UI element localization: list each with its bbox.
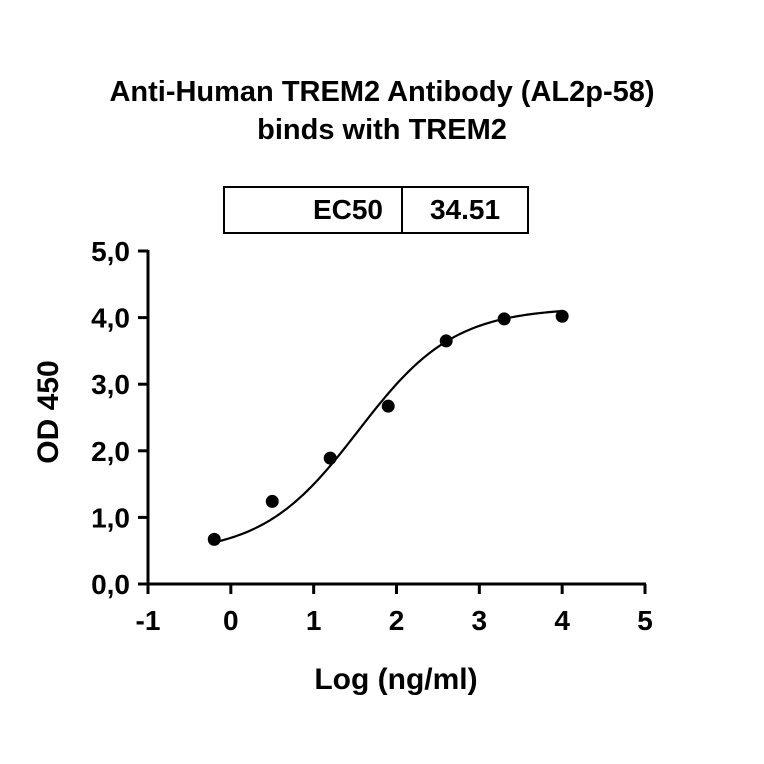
- y-tick-label: 3,0: [91, 369, 130, 400]
- ec50-label: EC50: [225, 188, 403, 232]
- data-point: [381, 399, 395, 413]
- x-axis-label: Log (ng/ml): [314, 663, 477, 696]
- x-tick-label: 4: [554, 605, 570, 636]
- y-axis-label: OD 450: [32, 360, 65, 463]
- data-point: [439, 334, 453, 348]
- fit-curve: [214, 309, 563, 544]
- chart-subtitle: binds with TREM2: [257, 114, 507, 146]
- chart-title: Anti-Human TREM2 Antibody (AL2p-58): [109, 76, 655, 108]
- y-tick-label: 1,0: [91, 502, 130, 533]
- x-tick-label: -1: [136, 605, 161, 636]
- y-tick-label: 5,0: [91, 236, 130, 267]
- data-point: [323, 451, 337, 465]
- ec50-value: 34.51: [429, 194, 501, 225]
- x-tick-label: 1: [306, 605, 322, 636]
- y-tick-label: 0,0: [91, 569, 130, 600]
- x-tick-label: 3: [472, 605, 488, 636]
- data-point: [265, 494, 279, 508]
- y-tick-label: 2,0: [91, 436, 130, 467]
- y-tick-label: 4,0: [91, 303, 130, 334]
- data-point: [555, 309, 569, 323]
- fit-curve-layer: [214, 309, 563, 544]
- x-tick-label: 0: [223, 605, 239, 636]
- data-points-layer: [207, 309, 569, 546]
- x-tick-label: 2: [389, 605, 405, 636]
- data-point: [497, 312, 511, 326]
- x-tick-label: 5: [637, 605, 653, 636]
- ec50-table: EC50 34.51: [223, 186, 529, 234]
- axes: 0,0 1,0 2,0 3,0 4,0 5,0 -1 0 1 2 3 4 5: [91, 236, 653, 636]
- data-point: [207, 532, 221, 546]
